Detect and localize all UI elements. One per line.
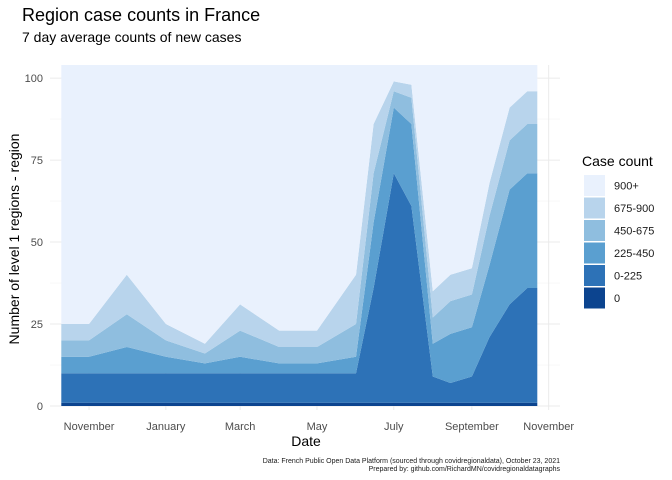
series-area-450-675 [61,91,538,364]
chart-subtitle: 7 day average counts of new cases [22,29,241,45]
legend-label: 0 [614,293,620,305]
legend-label: 675-900 [614,203,654,215]
y-tick-label: 25 [31,319,43,331]
legend-swatch [584,175,605,196]
legend-swatch [584,287,605,309]
series-area-225-450 [61,107,538,383]
legend-label: 900+ [614,181,639,193]
x-tick-label: March [225,421,256,433]
y-tick-label: 100 [25,73,43,85]
y-axis-label: Number of level 1 regions - region [6,134,22,345]
y-tick-label: 50 [31,237,43,249]
legend-label: 450-675 [614,226,654,238]
x-tick-label: September [445,421,499,433]
legend-swatch [584,242,605,264]
legend-label: 225-450 [614,248,654,260]
series-area-900plus [61,65,538,344]
y-axis-ticks: 0 25 50 75 100 [25,73,43,413]
legend-swatch [584,197,605,219]
x-axis-label: Date [291,433,321,449]
x-tick-label: November [523,421,574,433]
legend-swatch [584,265,605,286]
y-tick-label: 75 [31,155,43,167]
caption-source: Data: French Public Open Data Platform (… [263,458,560,465]
legend-title: Case count [582,153,653,169]
legend: Case count 900+ 675-900 450-675 225-450 0-22… [582,153,654,309]
series-area-0-225 [61,173,538,403]
series-area-675-900 [61,81,538,354]
legend-swatch [584,220,605,241]
stacked-areas [61,65,538,406]
legend-label: 0-225 [614,271,642,283]
x-tick-label: November [64,421,115,433]
series-area-0 [61,402,538,406]
x-tick-label: May [307,421,328,433]
caption-prepared-by: Prepared by: github.com/RichardMN/covidr… [369,466,561,473]
y-tick-label: 0 [37,401,43,413]
chart-title: Region case counts in France [22,5,260,25]
x-tick-label: July [384,421,404,433]
x-axis-ticks: November January March May July September Nove… [64,421,575,433]
x-tick-label: January [146,421,186,433]
